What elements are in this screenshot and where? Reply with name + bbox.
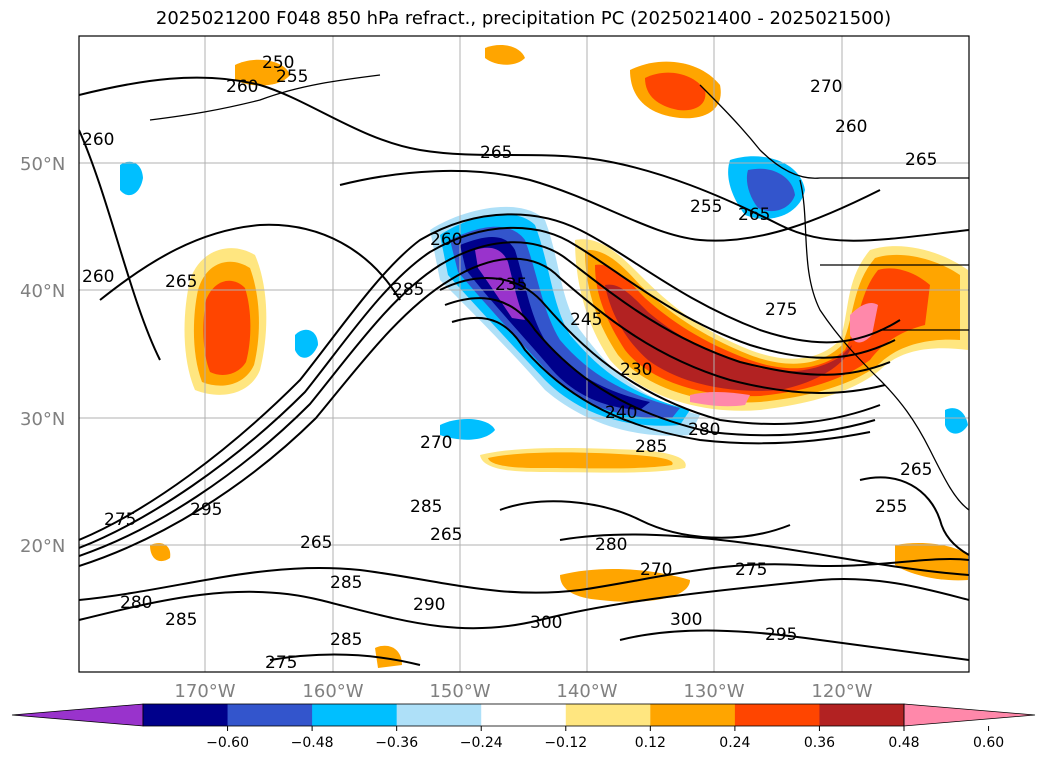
contour-label: 265 [480, 143, 512, 163]
coastline [149, 74, 969, 511]
map-frame [78, 35, 970, 673]
colorbar-extend-min [11, 703, 144, 727]
colorbar-segment [396, 704, 482, 726]
colorbar-extend-max [903, 703, 1036, 727]
contour-label: 275 [765, 300, 797, 320]
contour-label: 260 [835, 117, 867, 137]
contour-label: 235 [495, 275, 527, 295]
colorbar-tick-label: −0.24 [460, 735, 503, 751]
contour-label: 270 [810, 77, 842, 97]
contour-label: 300 [530, 613, 562, 633]
contour-label: 270 [420, 433, 452, 453]
contour-label: 295 [190, 500, 222, 520]
contour-label: 260 [226, 77, 258, 97]
contour-label: 285 [410, 497, 442, 517]
lat-label: 50°N [20, 154, 65, 175]
contour-label: 230 [620, 360, 652, 380]
longitude-labels: 170°W 160°W 150°W 140°W 130°W 120°W [174, 681, 872, 702]
contour-label: 265 [738, 205, 770, 225]
lat-label: 20°N [20, 536, 65, 557]
colorbar-segment [312, 704, 398, 726]
colorbar-tick-label: −0.60 [206, 735, 249, 751]
graticule [79, 36, 969, 672]
latitude-labels: 50°N 40°N 30°N 20°N [20, 154, 65, 557]
colorbar-segment [481, 704, 567, 726]
lat-label: 40°N [20, 281, 65, 302]
contour-label: 285 [330, 630, 362, 650]
map-title: 2025021200 F048 850 hPa refract., precip… [155, 8, 892, 29]
colorbar-segment [734, 704, 820, 726]
colorbar-tick-label: 0.48 [888, 735, 919, 751]
contour-label: 265 [165, 272, 197, 292]
contour-label: 265 [300, 533, 332, 553]
contour-label: 255 [875, 497, 907, 517]
colorbar-segment [819, 704, 905, 726]
contour-label: 275 [735, 560, 767, 580]
contour-label: 270 [640, 560, 672, 580]
lon-label: 130°W [683, 681, 744, 702]
colorbar-segment [143, 704, 229, 726]
colorbar-tick-label: 0.36 [804, 735, 835, 751]
contour-label: 275 [265, 653, 297, 673]
precip-shading [120, 45, 968, 668]
colorbar-tick-label: −0.36 [375, 735, 418, 751]
colorbar-segment [227, 704, 313, 726]
lon-label: 120°W [811, 681, 872, 702]
contour-label: 285 [330, 573, 362, 593]
colorbar-segment [565, 704, 651, 726]
contour-label: 265 [430, 525, 462, 545]
contour-label: 280 [120, 593, 152, 613]
contour-label: 300 [670, 610, 702, 630]
contour-label: 260 [430, 230, 462, 250]
contour-label: 280 [595, 535, 627, 555]
contour-label: 295 [765, 625, 797, 645]
colorbar-tick-label: 0.60 [973, 735, 1004, 751]
contour-label: 290 [413, 595, 445, 615]
colorbar-outline [142, 703, 905, 727]
contour-label: 275 [104, 510, 136, 530]
contour-label: 250 [262, 53, 294, 73]
colorbar-tick-label: −0.12 [544, 735, 587, 751]
contour-label: 260 [82, 267, 114, 287]
lon-label: 140°W [556, 681, 617, 702]
lon-label: 150°W [429, 681, 490, 702]
colorbar-tick-label: 0.24 [719, 735, 750, 751]
contour-label: 240 [605, 403, 637, 423]
contour-label: 285 [635, 437, 667, 457]
lat-label: 30°N [20, 409, 65, 430]
contour-label: 255 [690, 197, 722, 217]
contour-label: 285 [392, 280, 424, 300]
contour-label: 265 [900, 460, 932, 480]
colorbar-segment [650, 704, 736, 726]
lon-label: 170°W [174, 681, 235, 702]
colorbar: −0.60 −0.48 −0.36 −0.24 −0.12 0.12 0.24 0.36 0.4… [11, 703, 1036, 751]
contour-label: 245 [570, 310, 602, 330]
contour-label-layer: 250 255 260 265 270 275 280 285 290 295 … [82, 53, 937, 673]
contour-label: 255 [276, 67, 308, 87]
colorbar-tick-label: 0.12 [635, 735, 666, 751]
contour-label: 285 [165, 610, 197, 630]
colorbar-tick-label: −0.48 [291, 735, 334, 751]
contour-label: 260 [82, 130, 114, 150]
contour-label: 265 [905, 150, 937, 170]
lon-label: 160°W [302, 681, 363, 702]
map-content: 250 255 260 265 270 275 280 285 290 295 … [79, 36, 969, 673]
contour-label: 280 [688, 420, 720, 440]
